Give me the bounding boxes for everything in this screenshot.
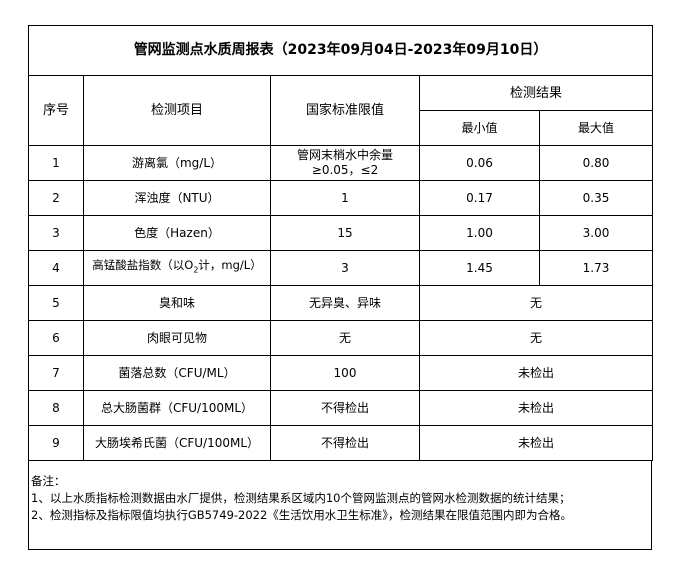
cell-result: 未检出	[418, 355, 654, 391]
cell-no: 8	[28, 390, 84, 426]
cell-item: 臭和味	[83, 285, 271, 321]
cell-no: 7	[28, 355, 84, 391]
notes-label: 备注：	[31, 474, 66, 488]
report-title: 管网监测点水质周报表（2023年09月04日-2023年09月10日）	[27, 25, 654, 76]
header-result: 检测结果	[418, 75, 654, 111]
report-table: 管网监测点水质周报表（2023年09月04日-2023年09月10日） 序号 检…	[27, 25, 654, 461]
table-row: 6 肉眼可见物 无 无	[28, 320, 654, 356]
table-row: 3 色度（Hazen） 15 1.00 3.00	[28, 215, 654, 251]
table-row: 4 高锰酸盐指数（以O2计，mg/L） 3 1.45 1.73	[28, 250, 654, 286]
cell-max: 0.80	[538, 145, 654, 181]
cell-result: 未检出	[418, 425, 654, 461]
cell-limit: 100	[270, 355, 420, 391]
header-limit: 国家标准限值	[270, 75, 420, 146]
cell-max: 1.73	[538, 250, 654, 286]
header-item: 检测项目	[83, 75, 271, 146]
cell-limit: 无异臭、异味	[270, 285, 420, 321]
table-row: 5 臭和味 无异臭、异味 无	[28, 285, 654, 321]
cell-item: 总大肠菌群（CFU/100ML）	[83, 390, 271, 426]
cell-max: 0.35	[538, 180, 654, 216]
cell-item: 高锰酸盐指数（以O2计，mg/L）	[83, 250, 271, 286]
cell-no: 6	[28, 320, 84, 356]
cell-min: 0.06	[419, 145, 540, 181]
cell-item: 肉眼可见物	[83, 320, 271, 356]
cell-item: 大肠埃希氏菌（CFU/100ML）	[83, 425, 271, 461]
note-line: 1、以上水质指标检测数据由水厂提供，检测结果系区域内10个管网监测点的管网水检测…	[31, 491, 571, 505]
item-subscript: 2	[193, 265, 199, 275]
table-row: 7 菌落总数（CFU/ML） 100 未检出	[28, 355, 654, 391]
cell-no: 5	[28, 285, 84, 321]
cell-result: 无	[418, 320, 654, 356]
cell-no: 4	[28, 250, 84, 286]
cell-limit: 3	[270, 250, 420, 286]
cell-limit: 15	[270, 215, 420, 251]
cell-item: 游离氯（mg/L）	[83, 145, 271, 181]
table-row: 1 游离氯（mg/L） 管网末梢水中余量≥0.05，≤2 0.06 0.80	[28, 145, 654, 181]
cell-limit: 不得检出	[270, 425, 420, 461]
cell-limit: 1	[270, 180, 420, 216]
cell-result: 未检出	[418, 390, 654, 426]
table-row: 2 浑浊度（NTU） 1 0.17 0.35	[28, 180, 654, 216]
cell-min: 1.45	[419, 250, 540, 286]
cell-no: 2	[28, 180, 84, 216]
cell-limit: 不得检出	[270, 390, 420, 426]
cell-limit: 无	[270, 320, 420, 356]
water-quality-report: 管网监测点水质周报表（2023年09月04日-2023年09月10日） 序号 检…	[27, 25, 654, 550]
cell-max: 3.00	[538, 215, 654, 251]
cell-no: 3	[28, 215, 84, 251]
item-text: 计，mg/L）	[198, 258, 262, 273]
cell-no: 1	[28, 145, 84, 181]
header-no: 序号	[28, 75, 84, 146]
cell-item: 菌落总数（CFU/ML）	[83, 355, 271, 391]
cell-min: 1.00	[419, 215, 540, 251]
item-text: 高锰酸盐指数（以O	[92, 258, 194, 273]
header-max: 最大值	[538, 110, 654, 146]
notes-section: 备注： 1、以上水质指标检测数据由水厂提供，检测结果系区域内10个管网监测点的管…	[28, 461, 652, 550]
cell-result: 无	[418, 285, 654, 321]
header-min: 最小值	[419, 110, 540, 146]
cell-item: 浑浊度（NTU）	[83, 180, 271, 216]
cell-item: 色度（Hazen）	[83, 215, 271, 251]
cell-limit: 管网末梢水中余量≥0.05，≤2	[270, 145, 420, 181]
table-row: 8 总大肠菌群（CFU/100ML） 不得检出 未检出	[28, 390, 654, 426]
cell-min: 0.17	[419, 180, 540, 216]
cell-no: 9	[28, 425, 84, 461]
table-row: 9 大肠埃希氏菌（CFU/100ML） 不得检出 未检出	[28, 425, 654, 461]
note-line: 2、检测指标及指标限值均执行GB5749-2022《生活饮用水卫生标准》，检测结…	[31, 508, 573, 522]
